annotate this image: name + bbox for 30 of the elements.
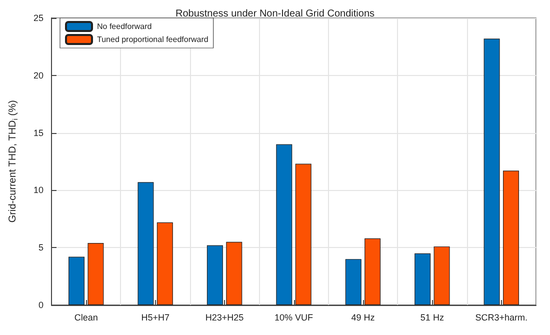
legend-label: Tuned proportional feedforward: [97, 35, 208, 44]
y-tick-label: 25: [33, 13, 44, 23]
bar: [364, 238, 381, 305]
x-tick-label: Clean: [74, 312, 98, 322]
x-tick-label: 10% VUF: [274, 312, 314, 322]
bar: [276, 144, 292, 305]
bar: [434, 246, 450, 305]
y-tick-label: 0: [38, 300, 44, 310]
y-tick-label: 20: [33, 70, 44, 80]
x-tick-label: 49 Hz: [351, 312, 376, 322]
x-tick-label: H5+H7: [141, 312, 170, 322]
chart-title: Robustness under Non-Ideal Grid Conditions: [176, 8, 374, 20]
y-tick-label: 5: [38, 242, 44, 253]
bar: [88, 243, 104, 305]
bar: [156, 222, 173, 305]
bar: [502, 170, 519, 305]
x-tick-label: SCR3+harm.: [475, 312, 528, 322]
bar: [68, 256, 85, 305]
bar: [345, 259, 362, 305]
y-tick-label: 10: [33, 185, 44, 196]
x-tick-label: 51 Hz: [420, 312, 444, 322]
y-tick-label: 15: [33, 128, 44, 138]
x-tick-label: H23+H25: [205, 312, 244, 322]
bar: [138, 182, 154, 305]
bar: [295, 164, 312, 305]
legend-label: No feedforward: [97, 22, 152, 31]
bar: [206, 245, 223, 305]
bar: [226, 242, 242, 305]
bar: [484, 38, 500, 305]
bar: [414, 253, 431, 305]
